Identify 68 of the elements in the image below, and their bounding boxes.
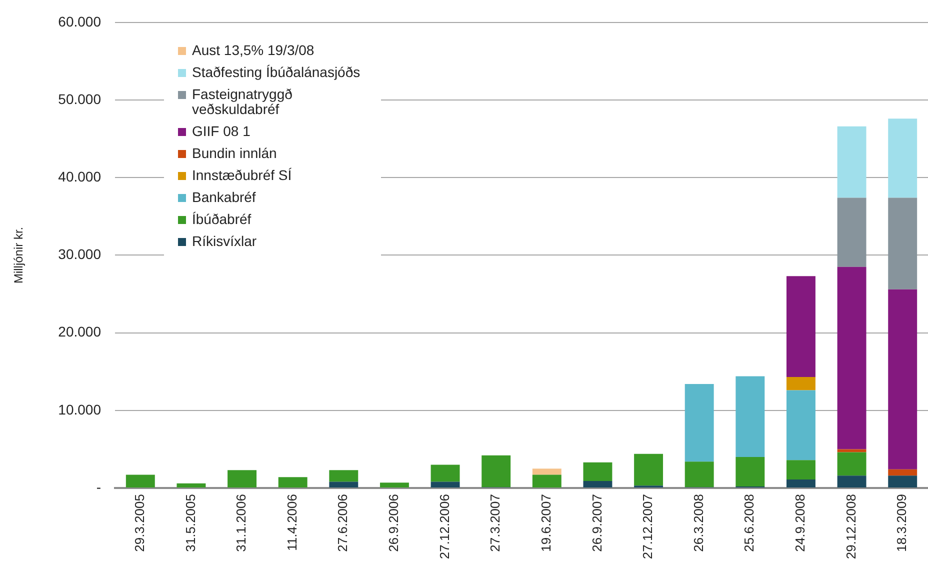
bar: [482, 455, 511, 488]
x-tick-label: 18.3.2009: [894, 494, 910, 552]
bar: [837, 266, 866, 450]
x-tick-label: 27.12.2007: [640, 494, 656, 560]
bar: [786, 479, 816, 488]
bar: [837, 452, 866, 476]
bar: [532, 468, 562, 475]
legend-label: Staðfesting Íbúðalánasjóðs: [192, 64, 362, 80]
x-tick-label: 19.6.2007: [538, 494, 554, 552]
y-tick-label: 20.000: [58, 324, 102, 340]
legend-label: Innstæðubréf SÍ: [192, 167, 293, 184]
legend-label: Aust 13,5% 19/3/08: [192, 42, 316, 58]
bar: [786, 276, 816, 378]
bar: [430, 482, 460, 488]
bar: [684, 462, 714, 488]
bar: [837, 126, 866, 198]
legend-label: Íbúðabréf: [192, 211, 252, 228]
bar: [684, 384, 714, 462]
x-tick-label: 29.12.2008: [843, 494, 858, 560]
bar: [176, 483, 206, 488]
x-tick-label: 29.3.2005: [132, 494, 147, 552]
legend-label: Bankabréf: [192, 189, 257, 206]
bar: [888, 476, 918, 488]
x-tick-label: 24.9.2008: [792, 494, 808, 552]
legend-label: Ríkisvíxlar: [192, 233, 258, 250]
bar: [786, 377, 816, 390]
x-tick-label: 27.12.2006: [436, 494, 452, 560]
bar: [532, 474, 562, 488]
bar: [634, 454, 664, 486]
bar: [228, 470, 257, 488]
bar: [786, 460, 816, 480]
bar: [837, 476, 866, 488]
legend-label: Bundin innlán: [192, 145, 278, 162]
x-tick-label: 11.4.2006: [284, 494, 300, 551]
bar: [583, 462, 612, 482]
bar: [736, 456, 765, 486]
x-tick-label: 26.9.2006: [386, 494, 402, 552]
y-axis-title: Milljónir kr.: [12, 226, 26, 284]
bar: [583, 481, 612, 488]
bar: [837, 198, 866, 267]
x-tick-label: 25.6.2008: [742, 494, 757, 552]
bar: [430, 464, 460, 482]
y-tick-label: 10.000: [58, 401, 102, 418]
bar: [278, 477, 308, 488]
y-tick-label: -: [96, 478, 102, 495]
x-tick-label: 27.3.2007: [488, 494, 503, 552]
y-tick-label: 40.000: [58, 168, 102, 184]
x-tick-label: 31.1.2006: [234, 494, 249, 552]
bar: [380, 482, 409, 488]
bar: [126, 474, 155, 488]
y-tick-label: 50.000: [58, 90, 102, 107]
legend-label: Fasteignatryggð veðskuldabréf: [192, 86, 294, 118]
x-tick-label: 31.5.2005: [182, 494, 198, 552]
bar: [888, 118, 918, 198]
bar: [888, 289, 918, 470]
y-tick-label: 60.000: [58, 13, 102, 30]
legend-label: GIIF 08 1: [192, 123, 252, 140]
bar: [888, 469, 918, 476]
x-tick-label: 26.9.2007: [589, 494, 604, 552]
bar: [329, 470, 358, 482]
bar: [786, 390, 816, 460]
bar: [837, 449, 866, 452]
bar: [888, 198, 918, 290]
bar: [329, 482, 358, 488]
x-tick-label: 26.3.2008: [690, 494, 706, 552]
x-tick-label: 27.6.2006: [335, 494, 350, 552]
bar: [736, 376, 765, 457]
y-tick-label: 30.000: [58, 246, 102, 262]
